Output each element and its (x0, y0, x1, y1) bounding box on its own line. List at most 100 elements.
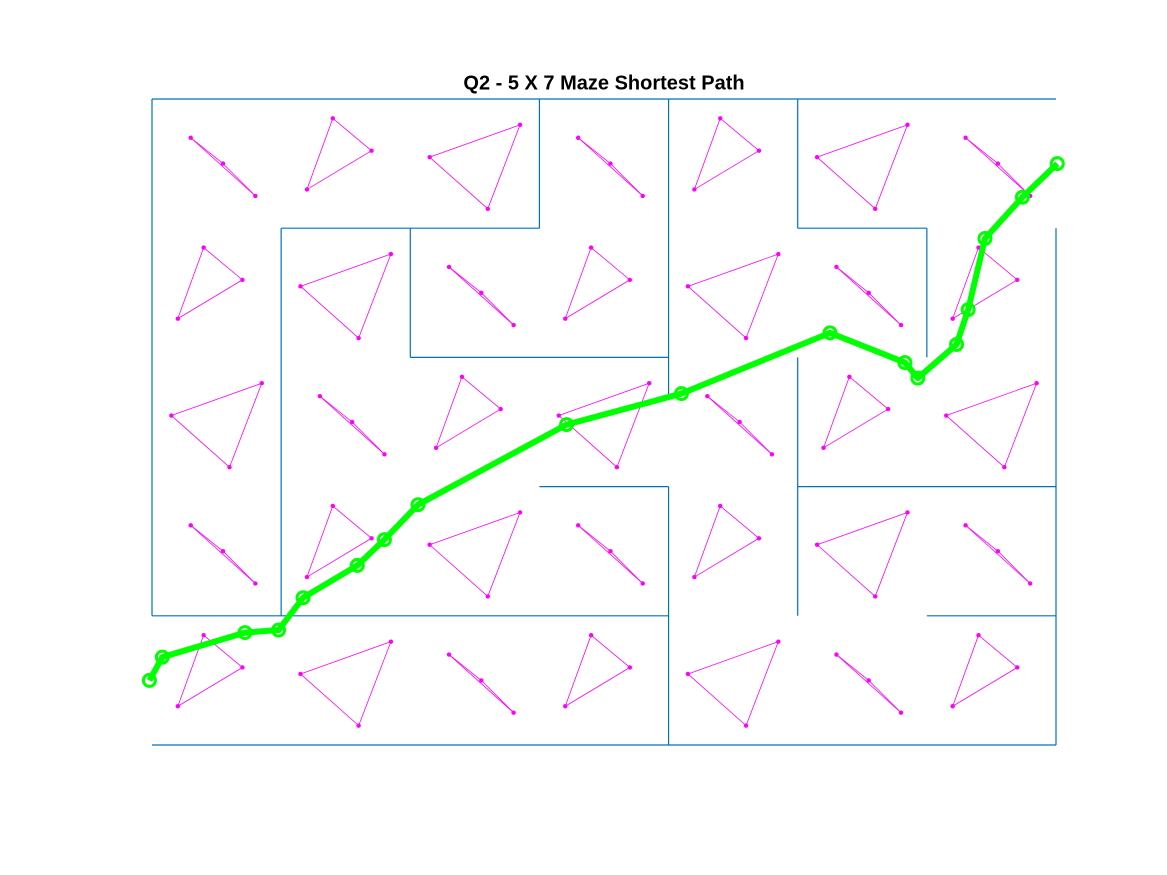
roadmap-edge (1003, 383, 1038, 468)
roadmap-node (298, 671, 303, 677)
path-node (673, 386, 689, 402)
roadmap-edge (358, 253, 392, 339)
roadmap-edge (429, 156, 489, 210)
roadmap-node (459, 374, 465, 379)
path-node (154, 649, 170, 665)
roadmap-node (885, 406, 891, 412)
roadmap-node (847, 374, 852, 379)
roadmap-edge (694, 505, 721, 578)
path-node (977, 231, 993, 247)
roadmap-edge (429, 512, 521, 546)
chart-title: Q2 - 5 X 7 Maze Shortest Path (463, 72, 744, 94)
roadmap-node (873, 206, 878, 212)
roadmap-node (718, 503, 723, 509)
roadmap-node (298, 284, 303, 289)
roadmap-edge (481, 292, 514, 326)
roadmap-node (349, 419, 355, 425)
roadmap-edge (849, 376, 889, 410)
roadmap-node (201, 632, 206, 638)
roadmap-edge (300, 253, 392, 287)
roadmap-node (220, 161, 226, 166)
roadmap-edge (868, 680, 902, 713)
roadmap-edge (694, 150, 760, 190)
roadmap-edge (945, 415, 1005, 468)
roadmap-edge (816, 124, 908, 158)
roadmap-edge (300, 673, 359, 726)
roadmap-edge (448, 266, 514, 326)
roadmap-edge (616, 383, 650, 468)
roadmap-edge (577, 525, 611, 552)
roadmap-edge (564, 247, 592, 319)
roadmap-edge (978, 634, 1018, 668)
roadmap-edge (965, 137, 1031, 197)
roadmap-edge (351, 421, 385, 455)
roadmap-node (369, 536, 374, 541)
roadmap-node (821, 445, 826, 451)
roadmap-node (963, 135, 968, 140)
roadmap-edge (952, 635, 979, 707)
roadmap-edge (332, 505, 372, 539)
roadmap-node (640, 581, 645, 586)
roadmap-node (446, 264, 452, 270)
roadmap-node (898, 322, 904, 328)
roadmap-node (369, 148, 374, 153)
roadmap-edge (190, 525, 256, 584)
roadmap-node (188, 523, 193, 528)
roadmap-node (614, 465, 620, 470)
roadmap-node (692, 187, 697, 192)
path-node (295, 590, 311, 606)
roadmap-node (873, 594, 878, 599)
roadmap-edge (707, 395, 773, 455)
roadmap-node (427, 154, 432, 160)
roadmap-edge (719, 118, 760, 151)
roadmap-edge (719, 505, 760, 539)
roadmap-edge (610, 550, 644, 584)
roadmap-node (388, 251, 394, 257)
roadmap-node (485, 206, 490, 212)
path-node (949, 336, 965, 352)
roadmap-edge (558, 382, 650, 416)
roadmap-edge (177, 247, 205, 319)
roadmap-node (627, 277, 633, 283)
roadmap-node (944, 413, 949, 418)
roadmap-edge (965, 137, 999, 164)
roadmap-node (608, 161, 613, 166)
roadmap-node (201, 245, 206, 250)
roadmap-node (1015, 665, 1020, 670)
roadmap-edge (816, 156, 876, 210)
roadmap-edge (429, 544, 489, 597)
roadmap-node (905, 510, 910, 515)
roadmap-edge (997, 550, 1031, 584)
roadmap-node (427, 542, 432, 547)
roadmap-node (317, 393, 323, 399)
roadmap-edge (836, 266, 902, 326)
roadmap-edge (448, 654, 482, 681)
roadmap-node (511, 322, 516, 328)
path-node (349, 557, 365, 573)
roadmap-edge (229, 383, 263, 468)
roadmap-edge (222, 163, 256, 197)
roadmap-edge (564, 635, 592, 707)
roadmap-node (995, 161, 1001, 166)
roadmap-edge (481, 680, 514, 713)
roadmap-edge (590, 634, 631, 668)
roadmap-edge (868, 292, 902, 326)
roadmap-node (563, 704, 568, 709)
roadmap-edge (687, 253, 779, 287)
roadmap-edge (590, 247, 631, 281)
roadmap-node (1002, 465, 1007, 470)
roadmap-node (685, 671, 691, 677)
roadmap-node (814, 154, 820, 160)
roadmap-edge (190, 137, 256, 197)
roadmap-node (563, 316, 568, 321)
roadmap-node (834, 264, 839, 270)
roadmap-node (743, 723, 749, 728)
roadmap-node (905, 122, 910, 128)
roadmap-edge (448, 654, 514, 713)
roadmap-edge (874, 512, 908, 597)
roadmap-node (175, 316, 181, 321)
roadmap-edge (745, 641, 779, 726)
roadmap-node (330, 116, 335, 121)
roadmap-edge (874, 124, 908, 209)
roadmap-edge (952, 247, 979, 319)
